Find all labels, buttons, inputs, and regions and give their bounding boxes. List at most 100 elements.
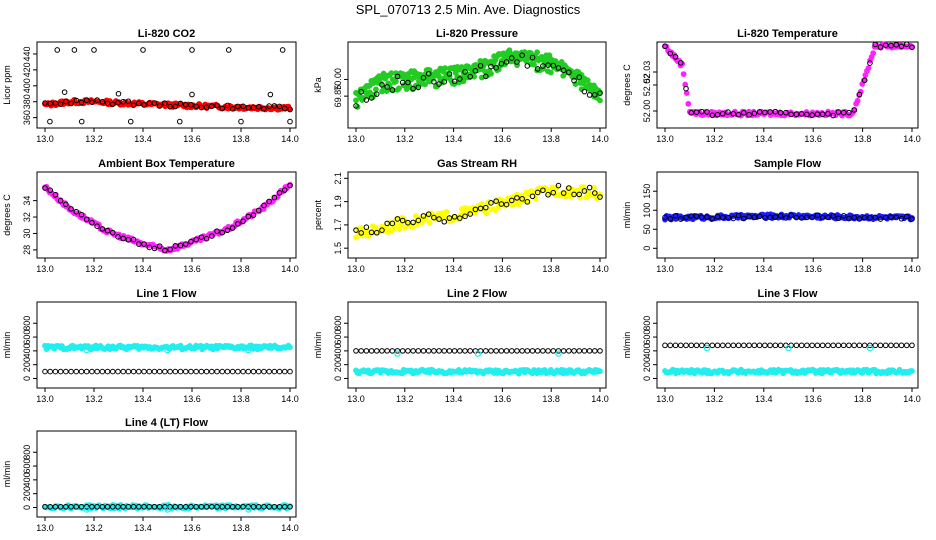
data-point-outline <box>730 342 737 349</box>
data-point-outline <box>597 348 603 354</box>
data-point-outline <box>209 233 215 239</box>
data-point-outline <box>830 342 836 349</box>
data-point-outline <box>751 214 758 221</box>
data-point-outlier <box>287 118 293 125</box>
data-point-outline <box>141 368 147 375</box>
data-point <box>412 213 419 219</box>
panel-frame <box>347 41 607 129</box>
data-point-outline <box>725 214 731 221</box>
data-point-outline <box>898 43 905 50</box>
data-point <box>353 234 359 241</box>
y-tick-label: 0 <box>22 505 32 510</box>
data-point-outline <box>677 216 684 222</box>
data-point-outline <box>425 211 432 217</box>
data-point-outline <box>698 342 705 349</box>
data-point-outline <box>498 60 505 67</box>
data-point-outline <box>146 503 153 510</box>
x-tick-label: 13.8 <box>542 134 560 144</box>
data-point-outline <box>115 234 121 240</box>
data-point-outline <box>156 103 163 109</box>
y-tick-label: 150 <box>642 184 652 199</box>
data-point-outline <box>182 368 189 375</box>
data-point <box>854 97 861 104</box>
x-tick-label: 13.0 <box>36 394 54 404</box>
data-point-outline <box>693 213 700 219</box>
data-point-outline <box>281 368 288 375</box>
y-tick-label: 0 <box>22 376 32 381</box>
data-point-outline <box>405 79 411 86</box>
data-point-outline <box>503 201 510 208</box>
data-point-outline <box>219 229 226 236</box>
y-tick-label: 32 <box>22 212 32 222</box>
data-point-outline <box>688 110 695 116</box>
data-point-outline <box>47 503 54 510</box>
x-tick-label: 13.0 <box>656 134 674 144</box>
data-point-outline <box>104 368 111 375</box>
data-point-outline <box>156 503 163 510</box>
data-point <box>471 73 478 80</box>
data-point-outline <box>835 215 842 222</box>
data-point-outline <box>482 348 489 354</box>
y-tick-label: 0 <box>642 376 652 381</box>
data-point-outline <box>488 200 494 206</box>
x-tick-label: 13.6 <box>494 394 512 404</box>
y-axis-label: ml/min <box>2 332 12 359</box>
data-point <box>682 81 689 88</box>
data-point-outline <box>477 205 484 212</box>
data-point-outline <box>714 342 721 349</box>
data-point-outline <box>229 503 236 510</box>
data-point-outline <box>809 214 815 221</box>
data-point-outline <box>94 97 100 103</box>
y-tick-label: 52.00 <box>642 100 652 123</box>
data-point-outline <box>560 67 567 74</box>
data-point-outline <box>177 503 184 510</box>
data-point-outline <box>798 215 805 221</box>
x-tick-label: 13.8 <box>542 264 560 274</box>
panel-title: Line 4 (LT) Flow <box>125 417 208 429</box>
data-point-outlier <box>225 47 232 53</box>
data-point-outline <box>420 213 427 219</box>
x-tick-label: 13.6 <box>494 134 512 144</box>
y-tick-label: 800 <box>22 445 32 460</box>
data-point-outline <box>399 79 406 86</box>
x-tick-label: 13.6 <box>804 394 822 404</box>
data-point-outline <box>793 214 800 221</box>
data-point-outline <box>172 503 179 510</box>
data-point-outline <box>89 99 95 105</box>
x-tick-label: 13.0 <box>347 394 365 404</box>
data-point-outline <box>493 348 499 354</box>
panel-title: Line 3 Flow <box>758 288 818 300</box>
data-point-outline <box>125 503 132 510</box>
data-point-outline <box>746 342 752 349</box>
data-point-outline <box>882 342 889 349</box>
data-point <box>388 70 395 77</box>
data-point <box>597 97 603 104</box>
data-point-outline <box>42 100 48 106</box>
y-tick-label: 800 <box>642 316 652 331</box>
data-point-outline <box>545 62 551 68</box>
data-point-outline <box>57 503 64 510</box>
data-point-outline <box>141 102 147 108</box>
y-tick-label: 0 <box>642 246 652 251</box>
x-tick-label: 13.2 <box>706 134 724 144</box>
data-point-outlier <box>703 344 711 352</box>
data-point-outline <box>746 112 752 118</box>
data-point-outline <box>493 64 499 71</box>
data-point-outline <box>586 184 593 191</box>
data-point-outline <box>209 503 215 510</box>
data-point-outline <box>399 217 406 224</box>
x-tick-label: 13.2 <box>396 134 414 144</box>
data-point <box>680 71 687 78</box>
data-point <box>909 368 915 374</box>
data-point-outline <box>167 246 173 253</box>
data-point-outlier <box>71 47 78 53</box>
data-point-outline <box>467 73 474 80</box>
y-axis-label: degrees C <box>2 194 12 236</box>
data-point-outline <box>720 214 726 221</box>
data-point-outline <box>909 342 915 349</box>
data-point-outline <box>735 111 742 118</box>
data-point-outline <box>735 342 742 349</box>
data-point-outline <box>819 214 826 221</box>
